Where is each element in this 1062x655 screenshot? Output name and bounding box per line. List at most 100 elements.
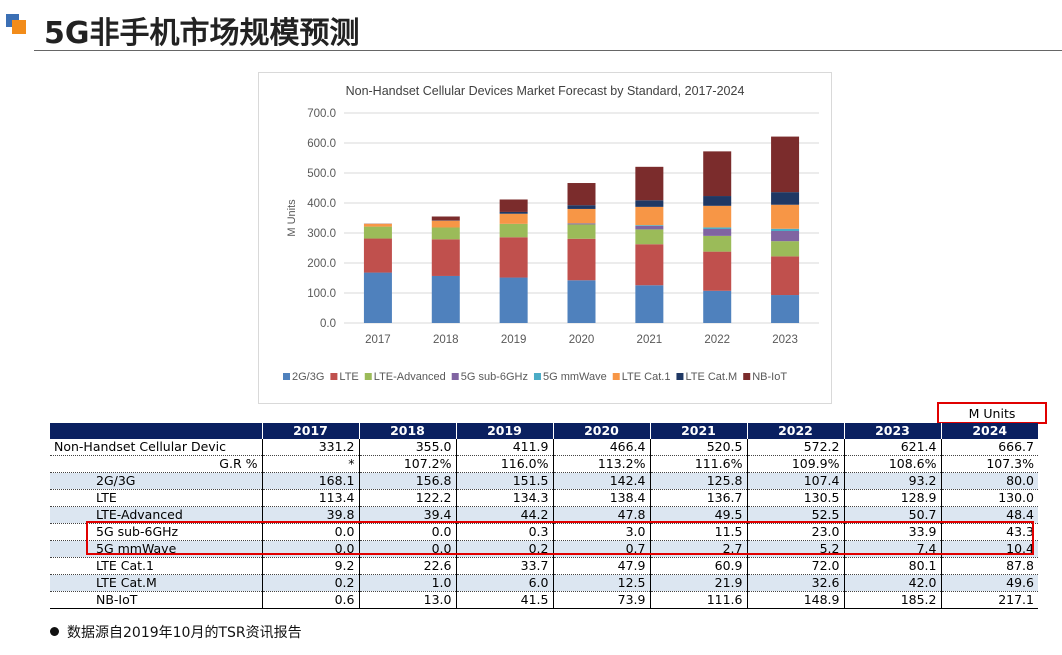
- table-cell: 113.4: [261, 489, 359, 507]
- bar-segment: [431, 227, 460, 240]
- row-label: LTE-Advanced: [50, 506, 262, 524]
- legend-swatch: [364, 373, 372, 380]
- bar-segment: [363, 223, 392, 227]
- units-label: M Units: [937, 402, 1047, 424]
- table-cell: 10.4: [940, 540, 1038, 558]
- table-row: LTE Cat.1 9.2 22.6 33.7 47.9 60.9 72.0 80.1 87.8: [50, 557, 1038, 575]
- table-cell: 466.4: [552, 439, 650, 456]
- table-cell: 111.6%: [649, 455, 747, 473]
- legend-swatch: [533, 373, 541, 380]
- row-label: 5G sub-6GHz: [50, 523, 262, 541]
- table-cell: 23.0: [746, 523, 844, 541]
- x-tick-label: 2022: [704, 334, 730, 346]
- bar-segment: [567, 205, 596, 209]
- bar-segment: [499, 277, 528, 323]
- bar-segment: [635, 225, 664, 230]
- table-cell: 136.7: [649, 489, 747, 507]
- table-cell: 125.8: [649, 472, 747, 490]
- table-cell: 355.0: [358, 439, 456, 456]
- table-cell: 128.9: [843, 489, 941, 507]
- y-tick-label: 700.0: [307, 108, 336, 120]
- table-header-year: 2017: [261, 423, 359, 439]
- table-cell: 0.0: [358, 540, 456, 558]
- table-cell: 122.2: [358, 489, 456, 507]
- bar-segment: [635, 166, 664, 201]
- table-cell: 44.2: [455, 506, 553, 524]
- table-cell: 33.9: [843, 523, 941, 541]
- row-label: LTE Cat.1: [50, 557, 262, 575]
- table-cell: 50.7: [843, 506, 941, 524]
- bar-segment: [771, 228, 800, 231]
- legend-swatch: [743, 373, 751, 380]
- legend-swatch: [451, 373, 459, 380]
- table-cell: 142.4: [552, 472, 650, 490]
- x-tick-label: 2020: [569, 334, 595, 346]
- table-cell: 42.0: [843, 574, 941, 592]
- table-cell: 93.2: [843, 472, 941, 490]
- bar-segment: [703, 151, 732, 197]
- bar-segment: [771, 136, 800, 193]
- bar-segment: [567, 183, 596, 206]
- table-cell: 2.7: [649, 540, 747, 558]
- row-label: 5G mmWave: [50, 540, 262, 558]
- bar-segment: [567, 280, 596, 323]
- table-cell: 331.2: [261, 439, 359, 456]
- row-label: LTE: [50, 489, 262, 507]
- table-cell: 41.5: [455, 591, 553, 609]
- table-cell: 151.5: [455, 472, 553, 490]
- table-cell: 148.9: [746, 591, 844, 609]
- y-tick-label: 400.0: [307, 198, 336, 210]
- legend-swatch: [283, 373, 290, 380]
- table-cell: 109.9%: [746, 455, 844, 473]
- table-row: G.R % * 107.2% 116.0% 113.2% 111.6% 109.9% 108.…: [50, 455, 1038, 473]
- table-cell: 87.8: [940, 557, 1038, 575]
- x-tick-label: 2019: [501, 334, 527, 346]
- legend-swatch: [612, 373, 620, 380]
- table-cell: 9.2: [261, 557, 359, 575]
- table-cell: 185.2: [843, 591, 941, 609]
- bullet-icon: [50, 627, 59, 636]
- table-cell: 0.2: [455, 540, 553, 558]
- table-cell: 217.1: [940, 591, 1038, 609]
- table-cell: 39.4: [358, 506, 456, 524]
- bar-segment: [703, 196, 732, 206]
- row-label: G.R %: [50, 455, 262, 473]
- bar-segment: [499, 224, 528, 238]
- bar-segment: [771, 204, 800, 229]
- x-tick-label: 2021: [637, 334, 663, 346]
- table-cell: 60.9: [649, 557, 747, 575]
- table-cell: 72.0: [746, 557, 844, 575]
- legend-swatch: [676, 373, 684, 380]
- bar-segment: [499, 211, 528, 214]
- table-header-year: 2019: [455, 423, 553, 439]
- y-tick-label: 600.0: [307, 138, 336, 150]
- table-cell: 134.3: [455, 489, 553, 507]
- table-cell: 49.6: [940, 574, 1038, 592]
- table-row: LTE 113.4 122.2 134.3 138.4 136.7 130.5 128.9 13…: [50, 489, 1038, 507]
- bar-segment: [635, 225, 664, 226]
- table-cell: 411.9: [455, 439, 553, 456]
- table-row: LTE Cat.M 0.2 1.0 6.0 12.5 21.9 32.6 42.0 49.6: [50, 574, 1038, 592]
- bar-segment: [703, 235, 732, 252]
- table-header-year: 2023: [843, 423, 941, 439]
- bar-segment: [771, 230, 800, 242]
- y-tick-label: 200.0: [307, 258, 336, 270]
- x-tick-label: 2017: [365, 334, 391, 346]
- legend-swatch: [330, 373, 338, 380]
- table-cell: 138.4: [552, 489, 650, 507]
- table-cell: 156.8: [358, 472, 456, 490]
- table-cell: 0.7: [552, 540, 650, 558]
- bar-segment: [703, 290, 732, 323]
- table-cell: 80.0: [940, 472, 1038, 490]
- footnote-text: 数据源自2019年10月的TSR资讯报告: [67, 625, 302, 641]
- table-cell: 47.8: [552, 506, 650, 524]
- row-label: NB-IoT: [50, 591, 262, 609]
- legend-label: LTE: [339, 371, 358, 383]
- table-cell: 12.5: [552, 574, 650, 592]
- bar-segment: [363, 226, 392, 239]
- bar-segment: [635, 206, 664, 226]
- bar-segment: [499, 213, 528, 224]
- table-cell: 22.6: [358, 557, 456, 575]
- table-cell: 621.4: [843, 439, 941, 456]
- table-row: LTE-Advanced 39.8 39.4 44.2 47.8 49.5 52.5 50.7…: [50, 506, 1038, 524]
